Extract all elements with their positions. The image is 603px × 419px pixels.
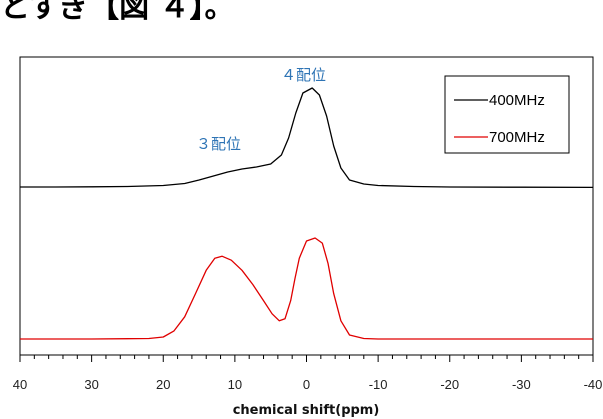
- x-tick-label: -40: [584, 377, 603, 392]
- legend-box: [444, 75, 570, 154]
- x-axis-ticks: [19, 355, 594, 362]
- legend-label-700mhz: 700MHz: [489, 129, 545, 146]
- x-tick-label: -10: [369, 377, 388, 392]
- x-tick-label: 40: [13, 377, 27, 392]
- x-tick-label: -30: [512, 377, 531, 392]
- series-line-400mhz: [20, 87, 594, 189]
- spectrum-lines: [20, 87, 594, 340]
- annotation-four-coordinate: ４配位: [281, 66, 326, 84]
- x-tick-label: 0: [303, 377, 310, 392]
- x-axis-title: chemical shift(ppm): [233, 403, 380, 418]
- legend-label-400mhz: 400MHz: [489, 92, 545, 109]
- series-line-700mhz: [20, 237, 593, 340]
- legend: 400MHz 700MHz: [444, 75, 570, 154]
- x-tick-label: 10: [228, 377, 242, 392]
- x-tick-label: -20: [440, 377, 459, 392]
- annotation-three-coordinate: ３配位: [196, 135, 241, 153]
- header-text-fragment: とすぎ【図 ４】。: [0, 0, 235, 25]
- x-tick-label: 30: [84, 377, 98, 392]
- x-tick-label: 20: [156, 377, 170, 392]
- x-tick-labels: 40 30 20 10 0 -10 -20 -30 -40: [13, 377, 603, 392]
